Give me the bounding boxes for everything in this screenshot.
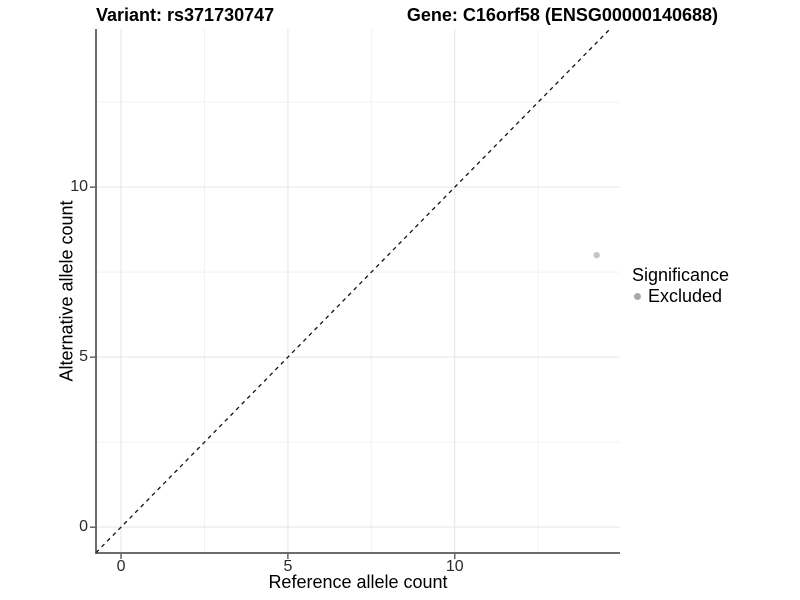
y-tick-label: 10 [70,178,88,196]
plot-title-gene: Gene: C16orf58 (ENSG00000140688) [406,5,718,25]
x-axis-title: Reference allele count [268,572,448,592]
identity-dashed-line [95,28,611,554]
legend: Significance Excluded [632,265,729,307]
x-tick-label: 5 [283,558,293,575]
y-axis-title: Alternative allele count [56,200,77,382]
data-point [593,251,600,259]
legend-title: Significance [632,265,730,285]
y-tick-label: 5 [79,348,88,366]
x-tick-label: 0 [116,558,126,575]
legend-key-dot-icon [634,293,641,300]
x-tick-label: 10 [445,558,464,575]
y-tick-label: 0 [79,518,88,536]
legend-item-excluded: Excluded [632,286,729,307]
plot-title-variant: Variant: rs371730747 [96,5,275,25]
legend-item-label: Excluded [648,286,723,306]
